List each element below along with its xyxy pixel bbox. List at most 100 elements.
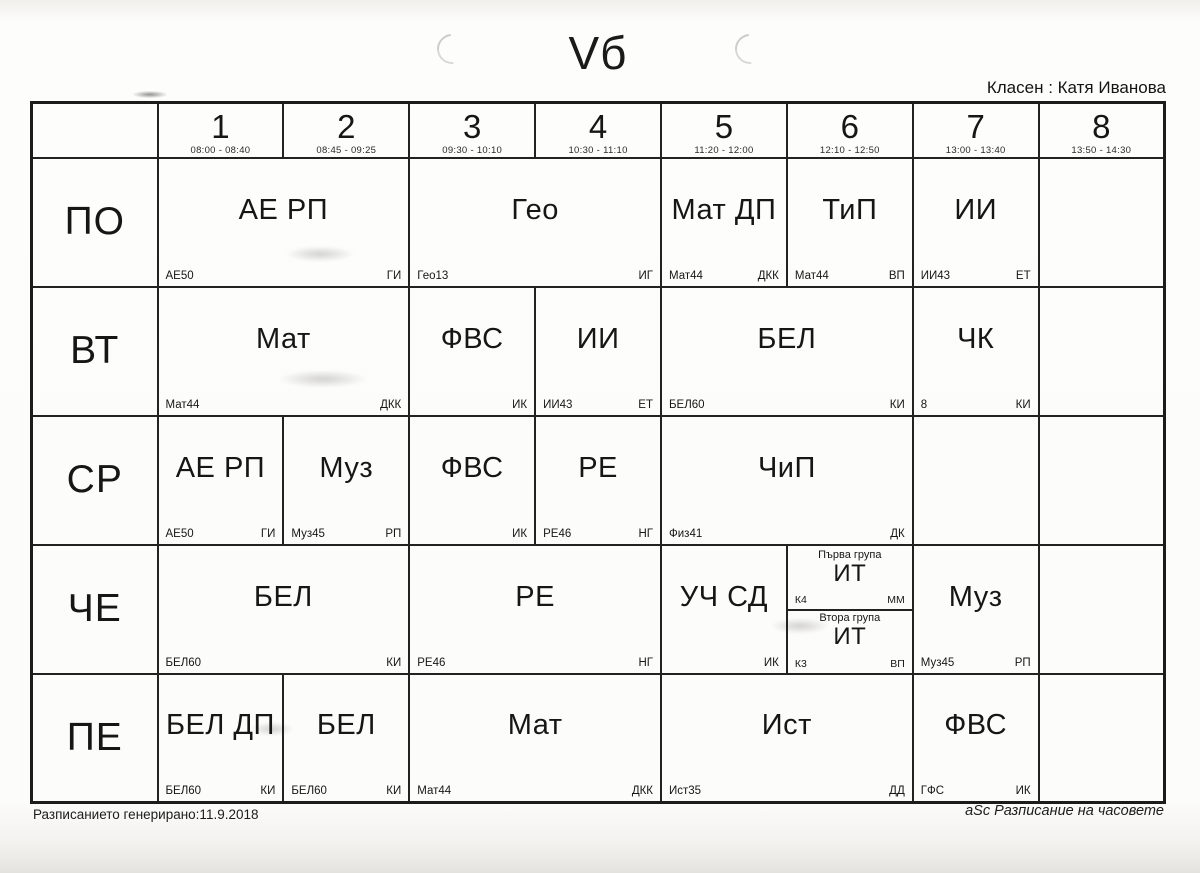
lesson-subject: РЕ (578, 451, 618, 484)
scan-artifact-mark (133, 91, 167, 98)
lesson-teacher: КИ (889, 398, 905, 411)
lesson-subject: ТиП (822, 193, 878, 226)
empty-cell (1037, 285, 1166, 417)
lesson-room: 8 (920, 398, 928, 411)
lesson-teacher: ЕТ (1015, 269, 1031, 282)
lesson-teacher: РП (385, 527, 402, 540)
lesson-room: РЕ46 (543, 527, 572, 540)
lesson-cell: АЕ РП АЕ50 ГИ (156, 156, 411, 288)
lesson-cell: БЕЛ БЕЛ60 КИ (156, 543, 411, 675)
group-label: Първа група (818, 548, 882, 561)
empty-cell (911, 414, 1040, 546)
corner-cell (30, 101, 159, 159)
lesson-cell: ЧиП Физ41 ДК (660, 414, 914, 546)
lesson-teacher: ГИ (386, 269, 402, 282)
lesson-subject: ИТ (833, 559, 867, 587)
lesson-cell: Ист Ист35 ДД (660, 672, 914, 804)
day-label: ПЕ (30, 672, 159, 804)
period-header-8: 8 13:50 - 14:30 (1037, 101, 1166, 159)
period-header-5: 5 11:20 - 12:00 (660, 101, 788, 159)
lesson-room: ИИ43 (920, 269, 951, 282)
empty-cell (1037, 414, 1166, 546)
split-group-first: Първа група ИТ К4 ММ (788, 547, 911, 611)
period-number: 7 (966, 108, 985, 145)
period-number: 2 (337, 108, 356, 145)
lesson-subject: БЕЛ (757, 322, 817, 355)
lesson-subject: Мат (507, 709, 563, 742)
period-time: 11:20 - 12:00 (694, 144, 754, 156)
period-time: 13:00 - 13:40 (945, 144, 1006, 156)
lesson-teacher: ВП (890, 657, 905, 670)
generated-timestamp: Разписанието генерирано:11.9.2018 (33, 807, 259, 822)
lesson-cell: РЕ РЕ46 НГ (534, 414, 662, 546)
lesson-teacher: ИК (763, 656, 779, 669)
lesson-teacher: РП (1014, 656, 1031, 669)
lesson-cell: Мат ДП Мат44 ДКК (660, 156, 788, 288)
group-label: Втора група (819, 612, 881, 624)
lesson-subject: ФВС (440, 322, 504, 355)
period-number: 1 (211, 108, 230, 145)
day-row-thursday: ЧЕ БЕЛ БЕЛ60 КИ РЕ РЕ46 НГ УЧ СД ИК Първ… (30, 543, 1166, 675)
day-row-tuesday: ВТ Мат Мат44 ДКК ФВС ИК ИИ ИИ43 ЕТ БЕЛ Б… (30, 285, 1166, 417)
lesson-room: К3 (794, 657, 807, 670)
lesson-subject: АЕ РП (238, 193, 329, 226)
period-number: 3 (463, 108, 482, 145)
lesson-cell: УЧ СД ИК (660, 543, 788, 675)
lesson-subject: Мат ДП (671, 193, 777, 226)
lesson-subject: БЕЛ (316, 709, 376, 742)
empty-cell (1037, 543, 1166, 675)
lesson-subject: АЕ РП (175, 451, 266, 484)
lesson-cell: Мат Мат44 ДКК (156, 285, 411, 417)
lesson-room: Физ41 (669, 527, 703, 540)
empty-cell (1037, 672, 1166, 804)
lesson-cell: ИИ ИИ43 ЕТ (534, 285, 662, 417)
lesson-teacher: ДКК (757, 269, 779, 282)
lesson-cell: БЕЛ БЕЛ60 КИ (660, 285, 914, 417)
day-label: ВТ (30, 285, 159, 417)
lesson-teacher: КИ (386, 785, 402, 797)
lesson-subject: УЧ СД (679, 580, 769, 613)
period-header-1: 1 08:00 - 08:40 (156, 101, 285, 159)
lesson-teacher: ЕТ (638, 398, 653, 411)
lesson-teacher: КИ (386, 656, 402, 669)
lesson-subject: Гео (511, 193, 559, 226)
day-label: ПО (30, 156, 159, 288)
period-number: 5 (714, 108, 734, 145)
lesson-teacher: ИК (512, 527, 528, 540)
lesson-teacher: КИ (1015, 398, 1031, 411)
period-number: 4 (588, 108, 608, 145)
period-header-6: 6 12:10 - 12:50 (785, 101, 914, 159)
lesson-teacher: ДД (889, 785, 905, 797)
asc-brand-label: aSc Разписание на часовете (965, 803, 1164, 819)
lesson-subject: Муз (948, 580, 1003, 613)
lesson-room: ИИ43 (543, 398, 573, 411)
period-time: 13:50 - 14:30 (1071, 144, 1132, 156)
empty-cell (1037, 156, 1166, 288)
lesson-cell: ИИ ИИ43 ЕТ (911, 156, 1040, 288)
lesson-room: Мат44 (794, 269, 829, 282)
lesson-room: АЕ50 (165, 269, 194, 282)
class-teacher-label: Класен : Катя Иванова (986, 78, 1166, 97)
lesson-cell: Муз Муз45 РП (282, 414, 411, 546)
day-label: СР (30, 414, 159, 546)
day-row-wednesday: СР АЕ РП АЕ50 ГИ Муз Муз45 РП ФВС ИК РЕ … (30, 414, 1166, 546)
lesson-room: Мат44 (669, 269, 703, 282)
lesson-cell: Мат Мат44 ДКК (408, 672, 662, 804)
lesson-cell: БЕЛ БЕЛ60 КИ (282, 672, 411, 804)
lesson-teacher: ВП (888, 269, 905, 282)
lesson-cell: РЕ РЕ46 НГ (408, 543, 662, 675)
day-row-friday: ПЕ БЕЛ ДП БЕЛ60 КИ БЕЛ БЕЛ60 КИ Мат Мат4… (30, 672, 1166, 804)
day-row-monday: ПО АЕ РП АЕ50 ГИ Гео Гео13 ИГ Мат ДП Мат… (30, 156, 1166, 288)
lesson-room: ГФС (920, 785, 945, 797)
lesson-teacher: НГ (638, 656, 653, 669)
lesson-subject: БЕЛ ДП (165, 709, 275, 742)
lesson-subject: ИИ (576, 322, 620, 355)
lesson-teacher: ДК (890, 527, 905, 540)
split-lesson-cell: Първа група ИТ К4 ММ Втора група ИТ К3 В… (785, 543, 914, 675)
lesson-teacher: ИК (512, 398, 528, 411)
lesson-cell: Гео Гео13 ИГ (408, 156, 662, 288)
lesson-room: Гео13 (417, 269, 449, 282)
lesson-room: БЕЛ60 (165, 656, 202, 669)
lesson-room: РЕ46 (417, 656, 446, 669)
lesson-teacher: ИГ (638, 269, 654, 282)
